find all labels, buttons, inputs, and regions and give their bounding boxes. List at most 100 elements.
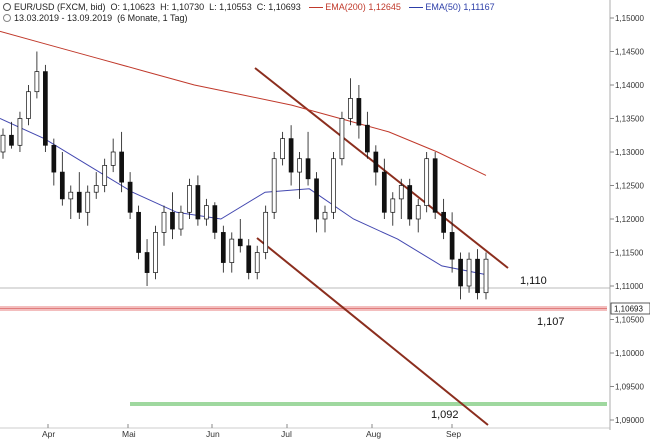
y-tick-label: 1,09500 [615, 383, 644, 392]
candle-body [398, 185, 404, 200]
y-tick-label: 1,15000 [615, 14, 644, 23]
candle-body [263, 211, 269, 253]
candle-body [178, 211, 184, 230]
candle-body [297, 158, 302, 173]
candle-body [212, 205, 218, 233]
close-value: C: 1,10693 [256, 2, 301, 12]
candle-body [51, 144, 57, 173]
candle-body [373, 151, 379, 173]
x-tick-label: Aug [366, 429, 381, 439]
chart-header-line2: 13.03.2019 - 13.09.2019 (6 Monate, 1 Tag… [3, 13, 187, 24]
candle-body [85, 191, 91, 213]
candle-body [102, 165, 108, 186]
x-tick-label: Jul [281, 429, 292, 439]
candle-body [34, 71, 40, 93]
y-tick-label: 1,12000 [615, 215, 644, 224]
x-axis: Apr Mai Jun Jul Aug Sep [0, 424, 610, 439]
x-tick-label: Sep [446, 429, 461, 439]
symbol-label: EUR/USD (FXCM, bid) [14, 2, 106, 12]
candle-body [466, 258, 472, 287]
last-price-label: 1,10693 [614, 305, 643, 314]
x-tick-label: Mai [122, 429, 136, 439]
candle-body [424, 158, 430, 206]
candle-body [43, 71, 48, 146]
candle-body [237, 238, 243, 247]
ema200-line [0, 30, 487, 176]
last-price-box [610, 302, 650, 315]
candle-body [305, 158, 311, 180]
candle-body [415, 205, 421, 220]
y-tick-label: 1,14500 [615, 48, 644, 57]
candle-body [475, 258, 480, 294]
period-label: (6 Monate, 1 Tag) [117, 13, 188, 23]
y-tick-label: 1,12500 [615, 182, 644, 191]
candle-body [204, 205, 209, 220]
y-tick-label: 1,13500 [615, 115, 644, 124]
candle-body [390, 198, 396, 213]
candle-body [9, 134, 14, 146]
candle-body [458, 258, 463, 287]
trend-channel-lower [256, 237, 489, 426]
y-tick-label: 1,11500 [615, 249, 644, 258]
candle-body [254, 252, 260, 273]
candle-body [280, 138, 285, 160]
trend-channel-upper [254, 67, 509, 269]
candle-body [187, 185, 192, 213]
candle-body [59, 171, 65, 200]
x-tick-label: Apr [42, 429, 55, 439]
ema50-line [0, 118, 487, 276]
symbol-circle-icon [3, 3, 11, 11]
candle-body [110, 151, 116, 166]
candle-body [322, 211, 328, 220]
candle-body [314, 178, 319, 220]
candle-body [68, 191, 74, 200]
date-range: 13.03.2019 - 13.09.2019 [14, 13, 113, 23]
candle-body [365, 124, 370, 153]
x-tick-label: Jun [206, 429, 220, 439]
low-value: L: 1,10553 [209, 2, 252, 12]
candle-body [26, 91, 31, 119]
candle-body [144, 252, 150, 273]
chart-header-line1: EUR/USD (FXCM, bid) O: 1,10623 H: 1,1073… [3, 2, 495, 13]
ema200-value: 1,12645 [368, 2, 401, 12]
candle-body [93, 185, 99, 193]
candle-body [449, 232, 455, 260]
candle-body [0, 134, 6, 153]
annotation-1092: 1,092 [431, 409, 459, 421]
annotation-1110: 1,110 [520, 275, 547, 287]
candle-body [195, 185, 201, 220]
candle-body [119, 151, 124, 183]
ema50-swatch-icon [409, 7, 424, 9]
candle-body [407, 185, 413, 220]
candle-body [17, 118, 23, 146]
candle-body [331, 158, 336, 213]
candle-body [136, 211, 141, 253]
candle-body [381, 171, 387, 213]
high-value: H: 1,10730 [160, 2, 205, 12]
candle-body [161, 211, 167, 233]
candle-body [153, 232, 158, 273]
ema200-swatch-icon [309, 7, 324, 9]
candle-body [170, 211, 175, 230]
candle-body [229, 238, 235, 263]
candle-body [483, 258, 489, 294]
support-zone [130, 402, 607, 406]
y-tick-label: 1,09000 [615, 416, 644, 425]
ema50-value: 1,11167 [463, 2, 495, 12]
candle-body [76, 191, 82, 213]
candle-body [220, 232, 226, 263]
candle-body [288, 138, 294, 173]
candle-body [441, 211, 446, 233]
candle-body [432, 158, 438, 213]
candles-group [0, 51, 489, 300]
y-axis: 1,15000 1,14500 1,14000 1,13500 1,13000 1,125… [609, 0, 644, 430]
y-tick-label: 1,11000 [615, 282, 644, 291]
candle-body [127, 181, 133, 213]
y-tick-label: 1,10500 [615, 316, 644, 325]
ema50-label: EMA(50) [425, 2, 461, 12]
annotation-1107: 1,107 [537, 316, 565, 328]
candle-body [348, 98, 353, 119]
candle-body [246, 245, 252, 273]
ema200-label: EMA(200) [325, 2, 366, 12]
